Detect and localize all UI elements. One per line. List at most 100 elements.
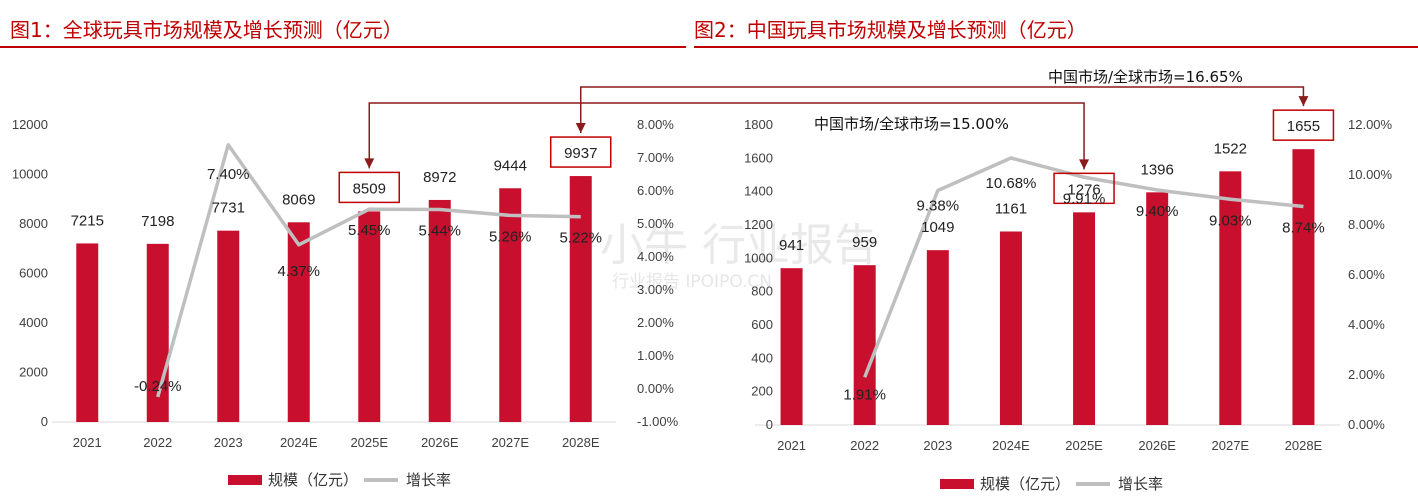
bar [428, 199, 451, 422]
bar [1219, 171, 1242, 425]
x-tick-label: 2027E [1212, 438, 1250, 453]
bar [999, 231, 1022, 425]
x-tick-label: 2028E [562, 435, 600, 450]
watermark: 小牛 行业报告 行业报告 IPOIPO.CN [600, 220, 878, 292]
y-tick-label: 200 [751, 384, 773, 399]
y-tick-label: 8000 [19, 216, 48, 231]
bar [76, 243, 99, 422]
growth-rate-label: 9.91% [1063, 190, 1106, 207]
growth-rate-label: 5.44% [418, 222, 461, 239]
growth-rate-label: 5.22% [559, 230, 602, 247]
y-tick-label: 12000 [12, 117, 48, 132]
growth-rate-label: -0.24% [134, 378, 182, 395]
legends: 规模（亿元） 增长率 规模（亿元） 增长率 [228, 471, 1163, 493]
y2-tick-label: 8.00% [1348, 217, 1385, 232]
bar-value-label: 8509 [353, 180, 386, 197]
x-tick-label: 2021 [73, 435, 102, 450]
y2-tick-label: 2.00% [1348, 367, 1385, 382]
y-tick-label: 2000 [19, 365, 48, 380]
x-tick-label: 2026E [421, 435, 459, 450]
bar [1292, 149, 1315, 425]
growth-rate-label: 10.68% [986, 175, 1037, 192]
bar-value-label: 7198 [141, 213, 174, 230]
x-tick-label: 2022 [850, 438, 879, 453]
y-tick-label: 800 [751, 284, 773, 299]
figure-2-title: 图2：中国玩具市场规模及增长预测（亿元） [694, 18, 1087, 42]
callouts [364, 86, 1309, 170]
x-tick-label: 2023 [214, 435, 243, 450]
y-tick-label: 4000 [19, 315, 48, 330]
growth-rate-label: 5.26% [489, 228, 532, 245]
x-tick-label: 2024E [280, 435, 318, 450]
highlight-box [338, 171, 400, 204]
bar-value-label: 1522 [1214, 140, 1247, 157]
bar [499, 188, 522, 422]
watermark-line-2: 行业报告 IPOIPO.CN [612, 272, 772, 292]
x-tick-label: 2028E [1285, 438, 1323, 453]
y-tick-label: 1600 [744, 150, 773, 165]
y2-tick-label: 6.00% [1348, 267, 1385, 282]
y2-tick-label: 12.00% [1348, 117, 1393, 132]
bar-value-label: 9937 [564, 145, 597, 162]
x-tick-label: 2025E [350, 435, 388, 450]
growth-rate-label: 7.40% [207, 166, 250, 183]
bar-value-label: 7731 [212, 200, 245, 217]
y2-tick-label: -1.00% [637, 414, 679, 429]
x-tick-label: 2022 [143, 435, 172, 450]
bar-value-label: 1049 [921, 219, 954, 236]
figure-2-title-rule [694, 46, 1418, 48]
bar-value-label: 1396 [1141, 161, 1174, 178]
highlight-box [550, 136, 612, 168]
legend-bar-label: 规模（亿元） [980, 475, 1070, 493]
x-tick-label: 2027E [491, 435, 529, 450]
highlight-box [1053, 172, 1115, 205]
connector-2025-arrow [1079, 159, 1090, 170]
y-tick-label: 1000 [744, 250, 773, 265]
bar-value-label: 7215 [71, 212, 104, 229]
bar [287, 222, 310, 422]
annotation-ratio-2028: 中国市场/全球市场=16.65% [1048, 68, 1243, 86]
bar [780, 268, 803, 425]
bar-value-label: 8069 [282, 191, 315, 208]
annotation-ratio-2025: 中国市场/全球市场=15.00% [814, 115, 1009, 133]
figure-1-title: 图1：全球玩具市场规模及增长预测（亿元） [10, 18, 403, 42]
y2-tick-label: 7.00% [637, 150, 674, 165]
growth-rate-label: 8.74% [1282, 220, 1325, 237]
highlight-box [1272, 109, 1335, 141]
y2-tick-label: 0.00% [637, 381, 674, 396]
x-tick-label: 2023 [923, 438, 952, 453]
growth-rate-label: 9.40% [1136, 203, 1179, 220]
y-tick-label: 600 [751, 317, 773, 332]
y2-tick-label: 2.00% [637, 315, 674, 330]
bar-value-label: 941 [779, 237, 804, 254]
bar-value-label: 1161 [995, 201, 1027, 218]
legend-bar-label: 规模（亿元） [268, 471, 358, 489]
bar [358, 211, 381, 422]
y2-tick-label: 3.00% [637, 282, 674, 297]
growth-rate-label: 4.37% [277, 263, 320, 280]
connector-2025-arrow [364, 158, 375, 169]
y-tick-label: 0 [41, 414, 48, 429]
growth-line [863, 156, 1304, 378]
bar [569, 176, 592, 422]
legend-line-label: 增长率 [1118, 475, 1163, 493]
growth-rate-label: 9.03% [1209, 212, 1252, 229]
watermark-line-1: 小牛 行业报告 [600, 220, 878, 271]
growth-rate-label: 5.45% [348, 222, 391, 239]
connector-2028-arrow [575, 123, 586, 134]
y-tick-label: 0 [766, 417, 773, 432]
bar [217, 230, 240, 422]
bar-value-label: 1655 [1287, 118, 1320, 135]
x-tick-label: 2024E [992, 438, 1030, 453]
y2-tick-label: 4.00% [637, 249, 674, 264]
y-tick-label: 6000 [19, 266, 48, 281]
y2-tick-label: 5.00% [637, 216, 674, 231]
y-tick-label: 10000 [12, 167, 48, 182]
bar-value-label: 959 [852, 234, 877, 251]
bar-value-label: 1276 [1067, 181, 1100, 198]
bar [1146, 192, 1169, 425]
chart-china: 0 200 400 600 800 1000 1200 1400 1600 1800 0.00% 2.… [744, 109, 1393, 453]
growth-line [156, 143, 581, 398]
bar-value-label: 8972 [423, 169, 456, 186]
